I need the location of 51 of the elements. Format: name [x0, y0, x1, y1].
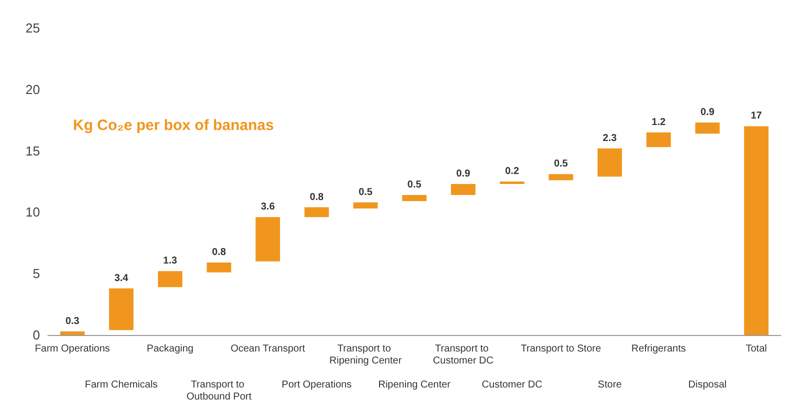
bar [353, 202, 378, 209]
data-label: 3.4 [114, 272, 129, 284]
x-tick-label: Disposal [688, 380, 727, 390]
bar [695, 122, 720, 134]
data-label: 0.9 [456, 168, 471, 180]
x-tick-label: Store [598, 380, 622, 390]
x-tick-label: Transport to Ripening Center [329, 344, 402, 366]
bar [158, 271, 182, 288]
data-label: 2.3 [602, 132, 618, 144]
data-label: 3.6 [260, 202, 276, 213]
x-tick-label: Farm Chemicals [84, 380, 158, 390]
data-label: 17 [750, 110, 762, 122]
bar [206, 262, 232, 272]
x-tick-label: Transport to Store [520, 344, 602, 354]
x-tick-label: Total [746, 344, 767, 354]
y-tick-label: 15 [26, 143, 40, 158]
data-label: 0.8 [310, 192, 324, 203]
y-tick-label: 10 [26, 204, 40, 220]
bar [646, 132, 671, 148]
y-tick-label: 0 [32, 328, 40, 342]
bar [402, 195, 427, 202]
y-tick-label: 20 [26, 82, 40, 97]
bar [744, 126, 769, 335]
bar [60, 331, 85, 335]
x-tick-label: Ripening Center [378, 380, 452, 390]
y-tick-label: 5 [32, 266, 40, 282]
x-tick-label: Ocean Transport [230, 344, 306, 354]
x-tick-label: Farm Operations [34, 344, 110, 354]
bar [304, 207, 329, 218]
bar [451, 184, 476, 196]
bar [548, 174, 574, 180]
data-label: 0.2 [505, 166, 520, 177]
data-label: 1.2 [652, 116, 666, 128]
bar [109, 288, 134, 330]
bar [598, 148, 622, 177]
data-label: 0.9 [700, 107, 715, 118]
data-label: 0.5 [554, 158, 568, 170]
data-label: 0.3 [65, 316, 80, 327]
y-tick-label: 25 [26, 20, 40, 36]
x-tick-label: Packaging [146, 344, 194, 354]
data-label: 1.3 [163, 256, 178, 267]
x-tick-label: Customer DC [482, 380, 542, 390]
x-tick-label: Transport to Outbound Port [186, 380, 252, 402]
x-tick-label: Transport to Customer DC [432, 344, 494, 366]
data-label: 0.8 [212, 247, 226, 258]
x-tick-label: Port Operations [282, 380, 352, 390]
data-label: 0.5 [358, 186, 373, 198]
bar [256, 217, 280, 262]
x-tick-label: Refrigerants [631, 344, 686, 354]
text: Kg Co₂e per box of bananas [73, 117, 274, 134]
data-label: 0.5 [407, 180, 422, 191]
